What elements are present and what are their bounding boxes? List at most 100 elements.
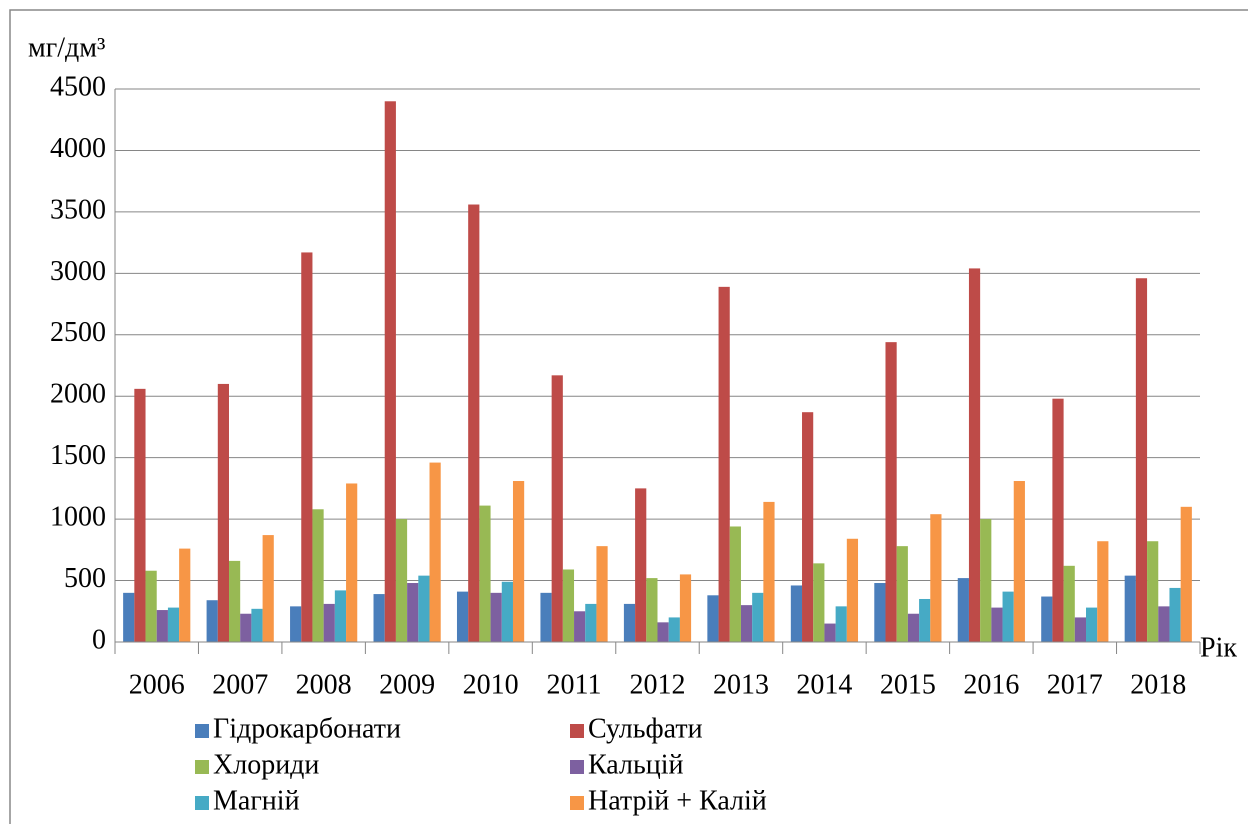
- y-axis-label: мг/дм³: [28, 32, 105, 63]
- bar: [813, 563, 825, 642]
- bar: [179, 548, 191, 642]
- bar: [1124, 575, 1136, 642]
- bar: [290, 606, 302, 642]
- bar: [384, 101, 396, 643]
- x-tick-label: 2009: [379, 669, 435, 700]
- x-axis-label: Рік: [1200, 632, 1237, 663]
- bar: [490, 592, 502, 642]
- bar: [156, 610, 168, 642]
- legend-swatch: [195, 760, 209, 774]
- bar: [145, 570, 157, 642]
- legend-swatch: [570, 796, 584, 810]
- bar: [1169, 587, 1181, 642]
- bar: [1013, 481, 1025, 642]
- bar: [418, 575, 430, 642]
- bar: [657, 622, 669, 642]
- bar: [596, 546, 608, 642]
- x-tick-label: 2012: [630, 669, 686, 700]
- bar: [468, 204, 480, 642]
- x-tick-label: 2017: [1047, 669, 1103, 700]
- legend-swatch: [195, 724, 209, 738]
- chart-border: [9, 9, 1248, 824]
- bar: [562, 569, 575, 642]
- bar: [373, 594, 385, 642]
- bar: [896, 546, 908, 642]
- bar: [1086, 607, 1098, 642]
- bar: [501, 581, 513, 642]
- bar: [540, 592, 552, 642]
- x-tick-label: 2014: [796, 669, 852, 700]
- bar: [334, 590, 347, 642]
- bar: [512, 481, 525, 642]
- bar: [930, 514, 942, 642]
- bar: [407, 583, 419, 642]
- bar: [885, 342, 897, 642]
- legend-swatch: [570, 760, 584, 774]
- x-tick-label: 2007: [212, 669, 268, 700]
- legend-label: Кальцій: [588, 749, 683, 780]
- bar: [835, 606, 847, 642]
- bar: [585, 603, 597, 642]
- bar: [1097, 541, 1109, 642]
- bar: [395, 519, 408, 642]
- legend-swatch: [570, 724, 584, 738]
- bar: [1135, 278, 1148, 642]
- x-tick-label: 2018: [1130, 669, 1186, 700]
- bar: [763, 501, 775, 642]
- bar: [429, 462, 441, 642]
- bar: [167, 607, 180, 642]
- bar: [718, 286, 730, 642]
- bar: [707, 595, 719, 642]
- bar: [551, 375, 563, 642]
- bar: [635, 488, 647, 642]
- bar: [323, 603, 335, 642]
- bar: [668, 617, 680, 642]
- y-tick-label: 2500: [50, 317, 106, 348]
- bar: [968, 268, 981, 642]
- bar: [740, 605, 753, 642]
- bar: [1063, 565, 1075, 642]
- legend-label: Хлориди: [213, 749, 319, 780]
- y-tick-label: 3500: [50, 194, 106, 225]
- bar: [240, 613, 252, 642]
- bar: [957, 578, 969, 642]
- y-tick-label: 500: [64, 563, 106, 594]
- y-tick-label: 4000: [50, 133, 106, 164]
- bar: [907, 613, 920, 642]
- bar: [919, 598, 931, 642]
- bar: [346, 483, 358, 642]
- bar: [1041, 596, 1053, 642]
- bar: [980, 519, 992, 642]
- bar: [228, 560, 241, 642]
- x-tick-label: 2008: [296, 669, 352, 700]
- x-tick-label: 2015: [880, 669, 936, 700]
- bar: [1180, 506, 1192, 642]
- legend-label: Сульфати: [588, 713, 703, 744]
- x-tick-label: 2016: [963, 669, 1019, 700]
- legend-label: Гідрокарбонати: [213, 713, 401, 744]
- bar: [217, 383, 229, 642]
- legend-label: Натрій + Калій: [588, 785, 767, 816]
- bar: [1074, 617, 1087, 642]
- y-tick-label: 3000: [50, 256, 106, 287]
- bar: [123, 592, 135, 642]
- bar: [752, 592, 764, 642]
- x-tick-label: 2011: [547, 669, 602, 700]
- bar: [846, 538, 859, 642]
- bar: [134, 388, 146, 642]
- bar: [623, 603, 636, 642]
- bar: [1147, 541, 1159, 642]
- y-tick-label: 2000: [50, 379, 106, 410]
- bar: [479, 505, 491, 642]
- legend-swatch: [195, 796, 209, 810]
- bar: [206, 600, 218, 642]
- bar: [1052, 398, 1064, 642]
- bar: [824, 623, 836, 642]
- bar: [574, 611, 586, 642]
- y-tick-label: 1500: [50, 440, 106, 471]
- bar: [790, 585, 803, 642]
- bar: [679, 574, 692, 642]
- y-tick-label: 4500: [50, 71, 106, 102]
- bar: [251, 608, 263, 642]
